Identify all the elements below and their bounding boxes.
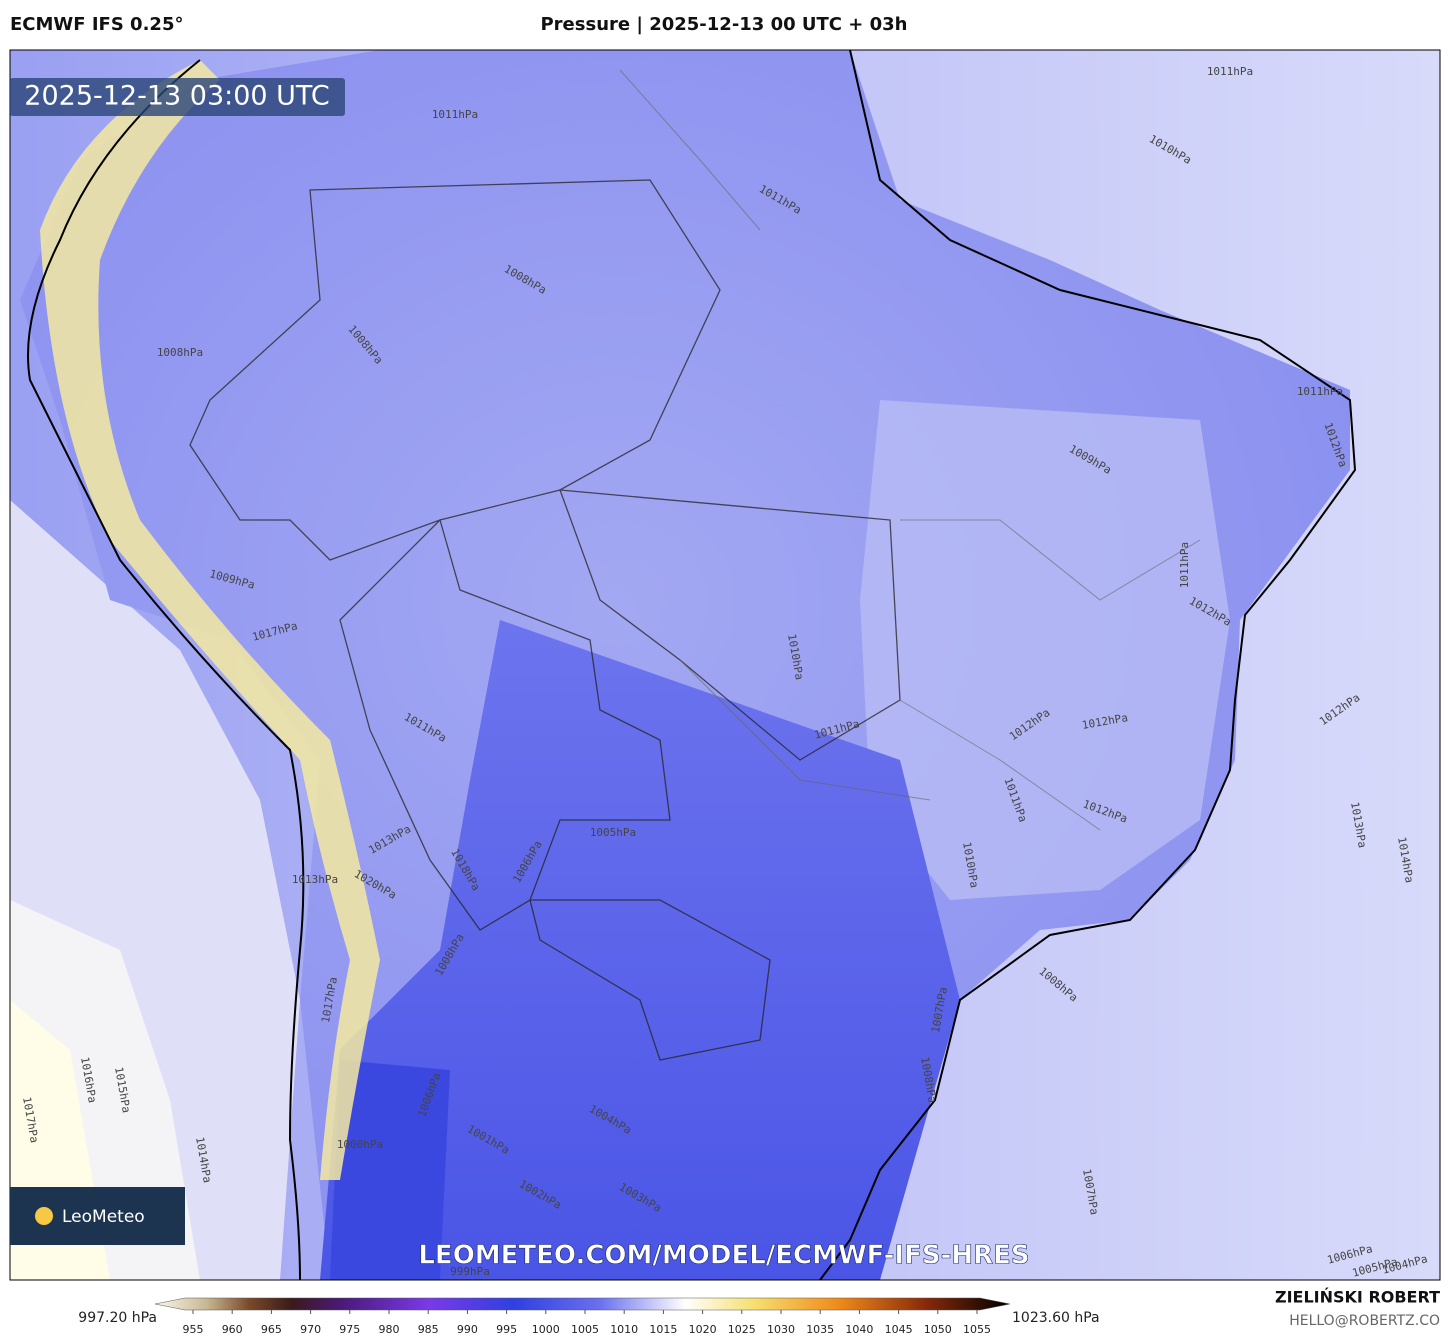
contour-label: 1008hPa: [157, 346, 203, 359]
colorbar-ticks: 955 960 965 970 975 980 985 990 995 1000 1005 1010 1…: [183, 1310, 991, 1336]
contour-label: 1011hPa: [1207, 65, 1253, 78]
colorbar-tick-label: 980: [379, 1323, 400, 1336]
colorbar-tick-label: 1030: [767, 1323, 795, 1336]
colorbar-min: 997.20 hPa: [78, 1310, 157, 1326]
author: ZIELIŃSKI ROBERT: [1275, 1288, 1440, 1307]
colorbar-max: 1023.60 hPa: [1012, 1310, 1100, 1326]
timestamp-box: [10, 78, 345, 116]
map-frame: [9, 49, 1441, 1281]
colorbar-tick-label: 1055: [963, 1323, 991, 1336]
contour-label: 1011hPa: [432, 108, 478, 121]
logo-sun: [35, 1207, 53, 1225]
contour-label: 1011hPa: [1178, 542, 1191, 588]
colorbar-tick-label: 1040: [845, 1323, 873, 1336]
colorbar-tick-label: 1010: [610, 1323, 638, 1336]
colorbar-tick-label: 955: [183, 1323, 204, 1336]
map: [10, 50, 1440, 1280]
contour-label: 1000hPa: [337, 1138, 383, 1151]
colorbar-tick-label: 1000: [532, 1323, 560, 1336]
colorbar-tick-label: 990: [457, 1323, 478, 1336]
colorbar-tick-label: 1045: [885, 1323, 913, 1336]
timestamp: 2025-12-13 03:00 UTC: [24, 81, 329, 112]
colorbar-tick-label: 960: [222, 1323, 243, 1336]
colorbar-tick-label: 985: [418, 1323, 439, 1336]
map-title: Pressure | 2025-12-13 00 UTC + 03h: [540, 14, 907, 35]
contour-label: 999hPa: [450, 1265, 490, 1278]
colorbar: [154, 1297, 1011, 1311]
logo-text: LeoMeteo: [62, 1207, 145, 1227]
colorbar-tick-label: 1005: [571, 1323, 599, 1336]
colorbar-tick-label: 1035: [806, 1323, 834, 1336]
contour-label: 1011hPa: [1297, 385, 1343, 398]
colorbar-tick-label: 1015: [649, 1323, 677, 1336]
colorbar-tick-label: 970: [300, 1323, 321, 1336]
colorbar-tick-label: 975: [339, 1323, 360, 1336]
colorbar-tick-label: 1050: [924, 1323, 952, 1336]
model-name: ECMWF IFS 0.25°: [10, 14, 183, 35]
contour-label: 1013hPa: [292, 873, 338, 886]
colorbar-tick-label: 1020: [689, 1323, 717, 1336]
colorbar-tick-label: 965: [261, 1323, 282, 1336]
colorbar-tick-label: 1025: [728, 1323, 756, 1336]
watermark: LEOMETEO.COM/MODEL/ECMWF-IFS-HRES: [418, 1241, 1029, 1271]
contact: HELLO@ROBERTZ.CO: [1289, 1313, 1440, 1329]
colorbar-tick-label: 995: [496, 1323, 517, 1336]
contour-label: 1005hPa: [590, 826, 636, 839]
